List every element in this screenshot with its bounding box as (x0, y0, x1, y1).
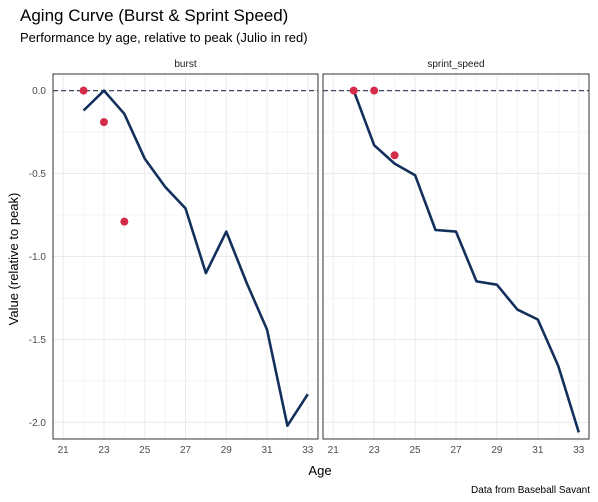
panel-border (52, 73, 319, 440)
chart-title: Aging Curve (Burst & Sprint Speed) (20, 6, 288, 25)
y-axis-title: Value (relative to peak) (6, 193, 21, 326)
x-axis-title: Age (308, 463, 331, 478)
x-tick-label: 21 (328, 445, 340, 456)
x-tick-label: 21 (58, 445, 70, 456)
y-tick-label: -1.0 (29, 252, 47, 263)
strip-label-burst: burst (174, 59, 196, 70)
aging-curve-line-burst (82, 89, 309, 428)
x-tick-label: 31 (532, 445, 544, 456)
x-tick-label: 33 (302, 445, 314, 456)
x-tick-label: 29 (491, 445, 503, 456)
aging-curve-line-sprint_speed (352, 90, 581, 433)
player-point (120, 217, 129, 226)
y-tick-label: -0.5 (29, 169, 47, 180)
x-tick-label: 25 (139, 445, 151, 456)
y-tick-label: -1.5 (29, 335, 47, 346)
x-tick-label: 33 (573, 445, 585, 456)
x-tick-label: 25 (410, 445, 422, 456)
facet-panels: burst 21 23 25 27 29 31 33 0.0 -0.5 -1.0 -1.5 -2.0 sp… (29, 59, 590, 456)
panel-border (322, 73, 590, 440)
x-tick-label: 29 (221, 445, 233, 456)
chart-subtitle: Performance by age, relative to peak (Ju… (20, 30, 308, 45)
player-point (79, 86, 88, 95)
player-point (349, 86, 358, 95)
x-tick-label: 23 (98, 445, 110, 456)
strip-label-sprint_speed: sprint_speed (427, 59, 484, 70)
chart-caption: Data from Baseball Savant (471, 485, 590, 496)
facet-panel-sprint_speed: sprint_speed 21 23 25 27 29 31 33 (322, 59, 590, 456)
facet-panel-burst: burst 21 23 25 27 29 31 33 0.0 -0.5 -1.0 -1.5 -2.0 (29, 59, 319, 456)
x-tick-label: 27 (450, 445, 462, 456)
y-tick-label: -2.0 (29, 418, 47, 429)
y-tick-label: 0.0 (32, 86, 46, 97)
x-tick-label: 27 (180, 445, 192, 456)
player-point (99, 118, 108, 127)
player-point (390, 151, 399, 160)
x-tick-label: 31 (261, 445, 273, 456)
x-tick-label: 23 (369, 445, 381, 456)
player-point (370, 86, 379, 95)
